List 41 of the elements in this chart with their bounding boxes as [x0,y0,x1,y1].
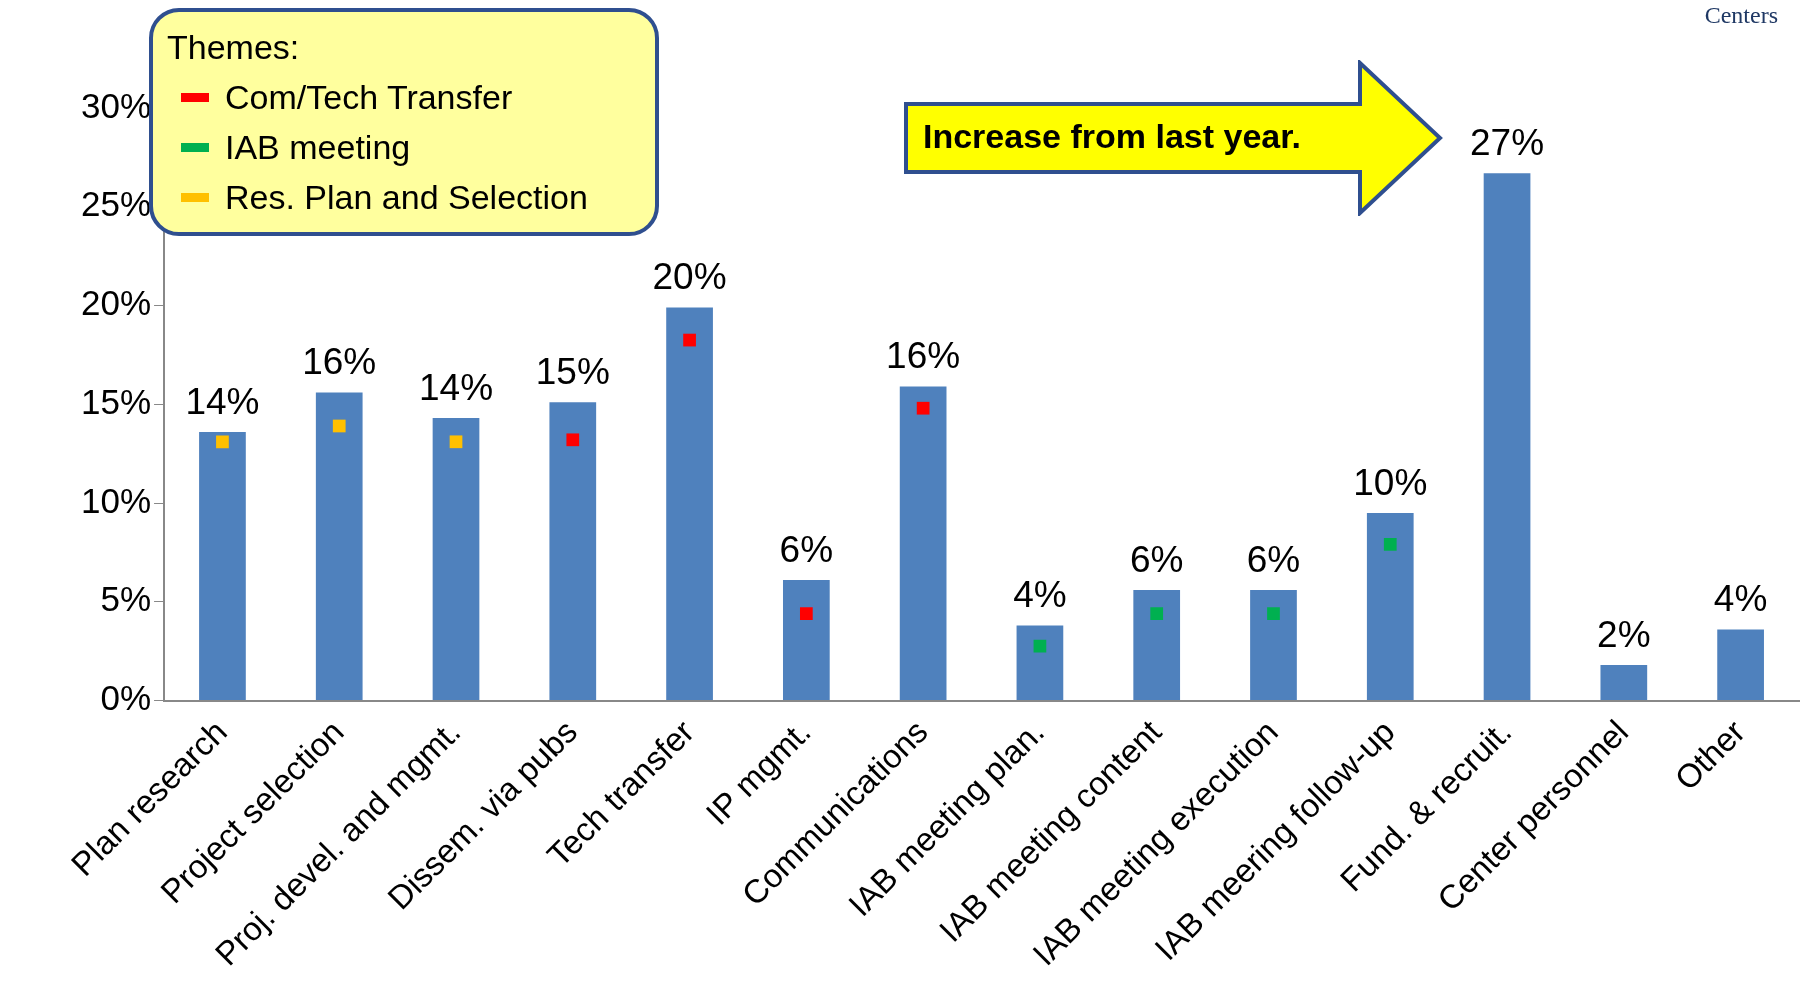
y-tick-label: 10% [80,480,152,520]
data-label: 15% [535,350,610,392]
bar [1483,173,1531,701]
bar [1250,589,1297,701]
data-label: 16% [302,341,377,383]
data-label: 4% [1013,574,1067,616]
bar [1366,512,1414,701]
data-label: 10% [1353,461,1428,503]
legend-title: Themes: [167,27,301,68]
annotation: Increase from last year. [923,116,1302,157]
data-label: 14% [418,366,494,408]
data-label: 4% [1713,578,1768,620]
bar [666,307,713,701]
data-label: 2% [1597,613,1651,655]
bar [199,431,246,701]
data-label: 16% [886,335,961,377]
bar [1133,589,1181,701]
bar [432,418,480,701]
y-tick-label: 0% [100,678,152,718]
y-tick-label: 15% [80,381,152,421]
bar [1016,625,1064,701]
data-label: 6% [1129,538,1184,580]
data-label: 6% [779,528,834,570]
legend-label: Res. Plan and Selection [225,177,588,218]
bar [1717,629,1764,701]
text: Centers [1704,2,1778,29]
data-label: 14% [185,380,260,422]
bar [549,402,597,701]
bar [315,392,363,701]
legend-label: IAB meeting [225,127,411,168]
bar [1600,664,1648,701]
bar [899,386,947,701]
data-label: 20% [652,256,727,298]
y-tick-label: 5% [100,579,152,619]
data-label: 27% [1470,121,1545,163]
data-label: 6% [1246,538,1301,580]
y-tick-label: 30% [80,85,152,125]
y-tick-label: 20% [80,283,152,323]
bar [783,580,830,701]
y-tick-label: 25% [80,184,152,224]
legend-label: Com/Tech Transfer [225,77,513,118]
